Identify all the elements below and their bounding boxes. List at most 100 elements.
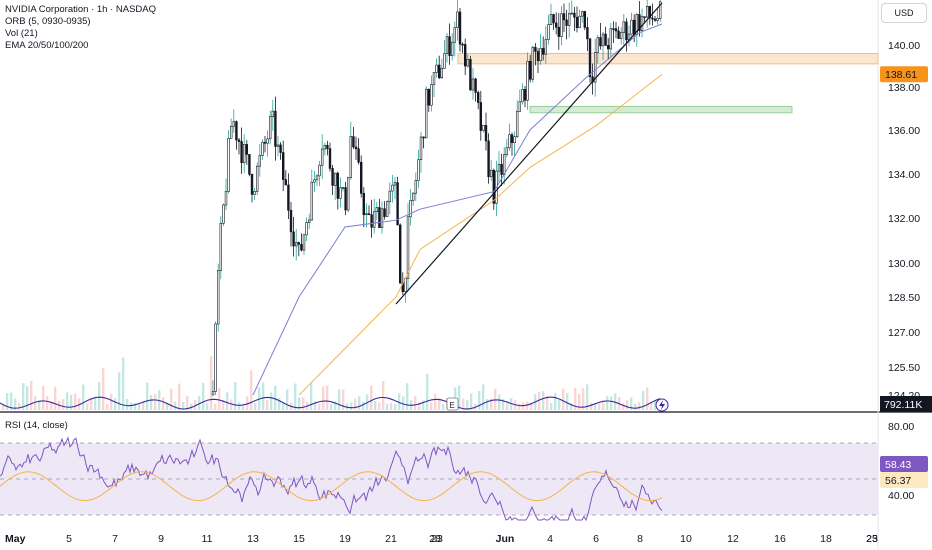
volume-bar [630,397,633,410]
indicator-vol[interactable]: Vol (21) [5,28,38,39]
candle-body [370,214,373,228]
volume-bar [262,382,265,410]
x-tick-label: 4 [547,533,553,545]
volume-layer [0,355,661,410]
candle-body [417,159,420,181]
candle-body [217,270,220,325]
x-tick-label: 23 [431,533,443,545]
zone-resistance[interactable] [457,53,879,65]
volume-bar [310,383,313,410]
price-tick-label: 136.00 [888,125,920,137]
candle-body [601,33,605,47]
candle-body [435,64,438,73]
rsi-legend[interactable]: RSI (14, close) [5,420,68,431]
x-tick-label: 11 [202,533,213,545]
candle-body [287,184,290,211]
volume-bar [342,389,345,410]
candle-body [500,163,503,175]
candle-body [573,12,576,18]
candle-body [549,14,553,25]
candle-body [315,175,319,181]
volume-bar [166,402,169,410]
rsi-ma-tag [880,472,928,488]
candle-body [518,101,522,112]
x-tick-label: 9 [158,533,164,545]
candle-body [599,37,602,47]
volume-bar [278,398,281,410]
candle-body [625,21,628,41]
volume-bar [622,403,625,410]
candle-body [362,193,365,216]
candle-body [645,6,649,18]
volume-bar [14,398,17,410]
candle-body [643,16,646,18]
candle-body [235,121,238,141]
candle-body [255,165,259,192]
volume-bar [190,403,193,410]
trendline[interactable] [395,2,663,305]
volume-bar [194,399,197,410]
candle-body [248,154,251,175]
candle-body [492,169,495,204]
volume-bar [538,392,541,410]
currency-button[interactable]: USD [881,3,927,23]
candle-body [482,125,485,131]
candle-body [422,136,425,139]
volume-oscillator-line [0,396,661,410]
candle-body [333,172,337,186]
candle-body [339,187,342,199]
volume-bar [266,400,269,410]
volume-bar [654,400,657,410]
rsi-ma-label: 56.37 [885,475,911,487]
volume-bar [434,393,437,410]
current-price-tag[interactable] [880,66,928,83]
symbol-title[interactable]: NVIDIA Corporation · 1h · NASDAQ [5,4,156,15]
volume-bar [574,387,577,410]
volume-bar [146,382,149,410]
candle-body [554,22,558,28]
candle-body [463,44,467,67]
volume-bar [302,397,305,410]
candle-body [274,110,277,147]
candle-body [375,207,378,213]
earnings-icon[interactable]: E [446,397,459,411]
volume-bar [642,390,645,410]
volume-bar [170,388,173,410]
volume-bar [34,396,37,410]
candle-body [305,222,308,236]
candle-body [289,210,293,233]
candle-body [300,244,303,251]
candle-body [297,242,300,245]
indicator-ema[interactable]: EMA 20/50/100/200 [5,40,89,51]
earnings-icon-glyph: E [450,401,455,410]
volume-bar [386,403,389,410]
volume-bar [462,398,465,410]
flash-icon[interactable] [655,398,669,412]
volume-bar [646,387,649,410]
candle-body [562,13,566,21]
zone-support[interactable] [529,105,793,114]
volume-bar [634,403,637,410]
candle-body [354,146,358,150]
volume-bar [90,397,93,410]
candle-body [632,19,636,36]
volume-bar [230,399,233,410]
volume-bar [122,357,125,410]
volume-bar [74,393,77,410]
candle-body [258,155,261,167]
x-tick-label: 16 [774,533,786,545]
candle-body [640,16,644,31]
candle-body [487,140,490,178]
volume-bar [226,392,229,410]
indicator-orb[interactable]: ORB (5, 0930-0935) [5,16,91,27]
candle-body [609,28,613,50]
candle-body [346,177,350,211]
candle-body [214,323,217,392]
volume-bar [42,386,45,410]
candle-body [523,89,527,101]
candle-body [604,33,607,46]
volume-bar [138,403,141,410]
volume-bar [118,372,121,410]
candle-body [279,144,282,153]
